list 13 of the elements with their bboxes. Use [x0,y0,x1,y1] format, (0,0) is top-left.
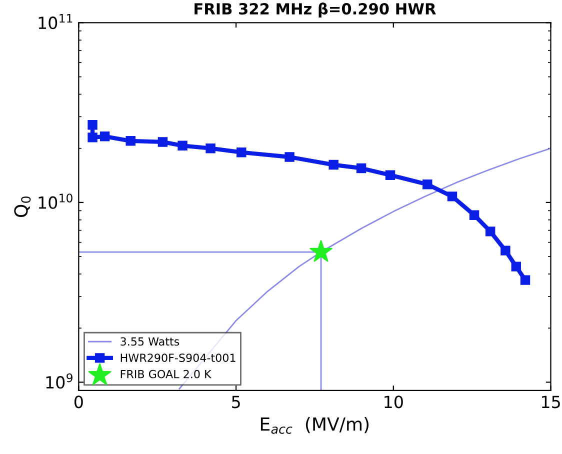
x-tick-label: 15 [542,396,560,408]
y-tick-label: 10$^{10}$ [38,194,72,209]
x-tick-label: 10 [384,396,403,408]
legend-label: HWR290F-S904-t001 [120,354,236,362]
y-tick-label: 10$^{9}$ [46,373,72,389]
x-tick-label: 0 [74,396,83,408]
legend-label: FRIB GOAL 2.0 K [120,370,212,378]
chart-title: FRIB 322 MHz β=0.290 HWR [194,2,436,18]
y-tick-label: 10$^{11}$ [38,14,72,30]
y-axis-title: Q$_{0}$ [14,196,31,218]
legend-label: 3.55 Watts [120,337,180,346]
x-tick-label: 5 [232,396,240,408]
x-axis-title: E$_{acc}$ (MV/m) [260,416,369,434]
